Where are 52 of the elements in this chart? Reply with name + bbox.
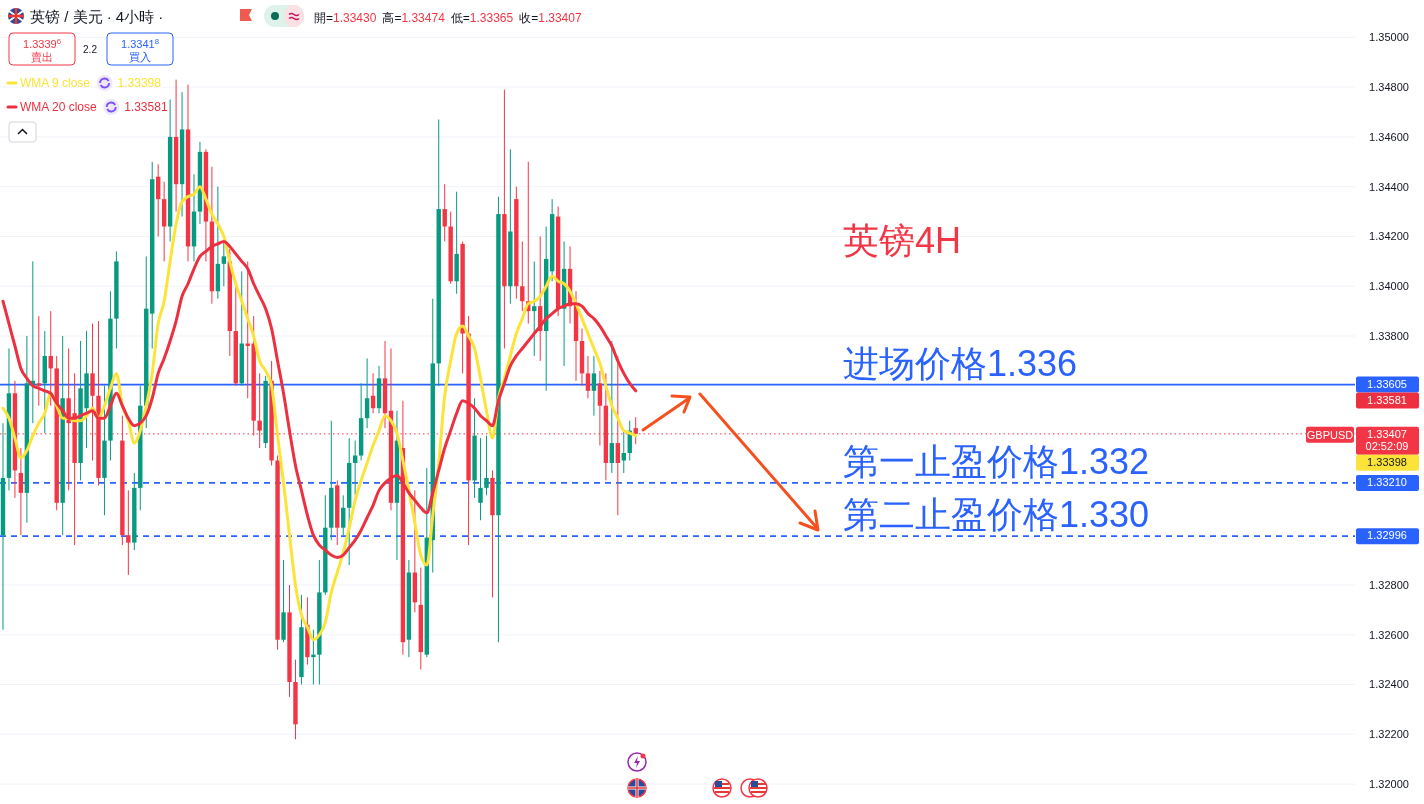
candlestick	[221, 240, 227, 287]
y-tick-label: 1.32200	[1369, 728, 1409, 741]
annotation: 1.33398	[117, 76, 162, 90]
candlestick	[126, 489, 131, 576]
annotation: 開=1.33430 高=1.33474 低=1.33365 收=1.33407	[314, 11, 582, 25]
candlestick	[364, 357, 370, 429]
candlestick	[591, 355, 597, 417]
text: 英镑 / 美元 · 4小時 ·	[30, 8, 164, 25]
annotation: 賣出	[31, 51, 53, 63]
y-tick-label: 1.34000	[1369, 280, 1409, 293]
legend-label: WMA 20 close	[20, 100, 98, 114]
y-tick-label: 1.34200	[1369, 230, 1409, 243]
ref-line-label: 1.32996	[1367, 529, 1407, 542]
ref-line-label: 1.33605	[1367, 377, 1407, 390]
annotation: 1.33581	[124, 100, 168, 114]
y-tick-label: 1.34800	[1369, 80, 1409, 93]
y-tick-label: 1.33800	[1369, 329, 1409, 342]
annotation: 2.2	[83, 44, 98, 55]
text: 1.33398	[1367, 455, 1407, 468]
annotation: 1.3341$^{8}$	[121, 36, 159, 50]
annotation: 1.3339$^{6}$	[23, 36, 61, 50]
y-tick-label: 1.32400	[1369, 678, 1409, 691]
annotation: 第二止盈价格1.330	[843, 494, 1150, 536]
y-tick-label: 1.35000	[1369, 31, 1409, 44]
annotation: 进场价格1.336	[843, 342, 1078, 384]
candlestick	[532, 260, 537, 357]
y-tick-label: 1.32600	[1369, 628, 1409, 641]
annotation: 英镑4H	[843, 220, 962, 261]
y-tick-label: 1.34600	[1369, 130, 1409, 143]
y-tick-label: 1.32000	[1369, 777, 1409, 790]
text: 1.33581	[1367, 393, 1407, 406]
candlestick	[478, 437, 483, 521]
text: 02:52:09	[1365, 439, 1409, 452]
candlestick	[341, 494, 346, 536]
annotation: GBPUSD	[1306, 428, 1354, 441]
candlestick	[484, 435, 489, 496]
candlestick	[18, 447, 24, 536]
candlestick	[597, 370, 603, 447]
line-series	[1, 185, 638, 642]
annotation: 第一止盈价格1.332	[843, 440, 1150, 482]
candlestick	[442, 183, 447, 242]
candlestick	[520, 240, 525, 312]
annotation: 買入	[129, 51, 151, 63]
ref-line-label: 1.33407	[1367, 427, 1407, 440]
candlestick	[36, 315, 41, 407]
y-tick-label: 1.34400	[1369, 180, 1409, 193]
y-tick-label: 1.32800	[1369, 578, 1409, 591]
ref-line-label: 1.33210	[1367, 475, 1407, 488]
candlestick	[609, 340, 615, 474]
candlestick	[585, 355, 591, 399]
legend-label: WMA 9 close	[20, 76, 91, 90]
candlestick	[311, 629, 316, 686]
